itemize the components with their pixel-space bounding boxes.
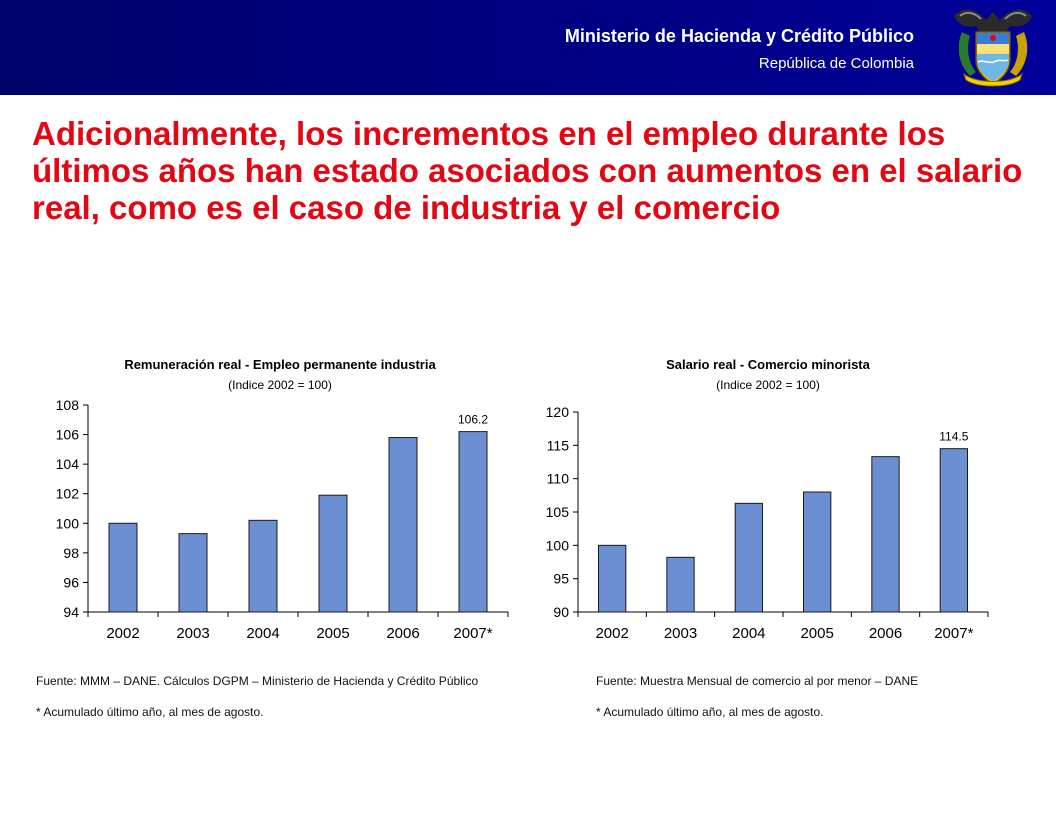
y-tick-label: 115 (547, 437, 570, 453)
chart-industria: Remuneración real - Empleo permanente in… (56, 357, 509, 642)
right-source-note: Fuente: Muestra Mensual de comercio al p… (596, 674, 919, 688)
x-tick-label: 2002 (595, 625, 628, 642)
y-tick-label: 95 (553, 571, 569, 587)
colombia-coat-of-arms-icon (954, 9, 1032, 87)
x-tick-label: 2007* (934, 625, 973, 642)
bar-2007 (458, 431, 488, 613)
x-tick-label: 2004 (246, 625, 279, 642)
right-footnote: * Acumulado último año, al mes de agosto… (596, 705, 824, 719)
x-tick-label: 2006 (386, 625, 419, 642)
bar-2003 (178, 533, 208, 613)
y-tick-label: 102 (56, 486, 80, 502)
x-tick-label: 2006 (869, 625, 902, 642)
header-bar: Ministerio de Hacienda y Crédito Público… (0, 0, 1056, 95)
x-tick-label: 2003 (176, 625, 209, 642)
ministry-name: Ministerio de Hacienda y Crédito Público (564, 26, 914, 46)
data-label: 106.2 (458, 413, 488, 427)
slide-title: Adicionalmente, los incrementos en el em… (32, 115, 1023, 226)
bar-2005 (803, 491, 832, 613)
x-tick-label: 2002 (106, 625, 139, 642)
y-tick-label: 98 (63, 545, 79, 561)
bar-2006 (871, 456, 900, 613)
y-tick-label: 110 (547, 471, 570, 487)
chart-subtitle: (Indice 2002 = 100) (716, 378, 820, 392)
bar-2007 (939, 448, 968, 613)
x-tick-label: 2004 (732, 625, 765, 642)
y-tick-label: 96 (63, 574, 79, 590)
data-label: 114.5 (939, 430, 968, 444)
bar-2006 (388, 437, 418, 613)
x-tick-label: 2003 (664, 625, 697, 642)
y-tick-label: 105 (546, 504, 570, 520)
x-tick-label: 2005 (800, 625, 833, 642)
bar-2004 (734, 502, 764, 613)
y-tick-label: 94 (63, 604, 79, 620)
chart-comercio: Salario real - Comercio minorista (Indice… (546, 357, 989, 642)
left-source-note: Fuente: MMM – DANE. Cálculos DGPM – Mini… (36, 674, 479, 688)
y-tick-label: 108 (56, 397, 80, 413)
chart-title: Salario real - Comercio minorista (666, 357, 871, 372)
y-tick-label: 120 (546, 404, 570, 420)
y-tick-label: 106 (56, 427, 80, 443)
chart-subtitle: (Indice 2002 = 100) (228, 378, 332, 392)
x-tick-label: 2007* (453, 625, 492, 642)
bar-2004 (248, 519, 278, 613)
bar-2005 (318, 494, 348, 613)
bar-2003 (666, 556, 695, 613)
chart-title: Remuneración real - Empleo permanente in… (124, 357, 436, 372)
y-tick-label: 90 (553, 604, 569, 620)
bar-2002 (598, 544, 627, 613)
x-tick-label: 2005 (316, 625, 349, 642)
republic-name: República de Colombia (758, 55, 914, 72)
left-footnote: * Acumulado último año, al mes de agosto… (36, 705, 264, 719)
y-tick-label: 100 (56, 515, 80, 531)
y-tick-label: 100 (546, 537, 570, 553)
y-tick-label: 104 (56, 456, 80, 472)
bar-2002 (108, 522, 138, 613)
